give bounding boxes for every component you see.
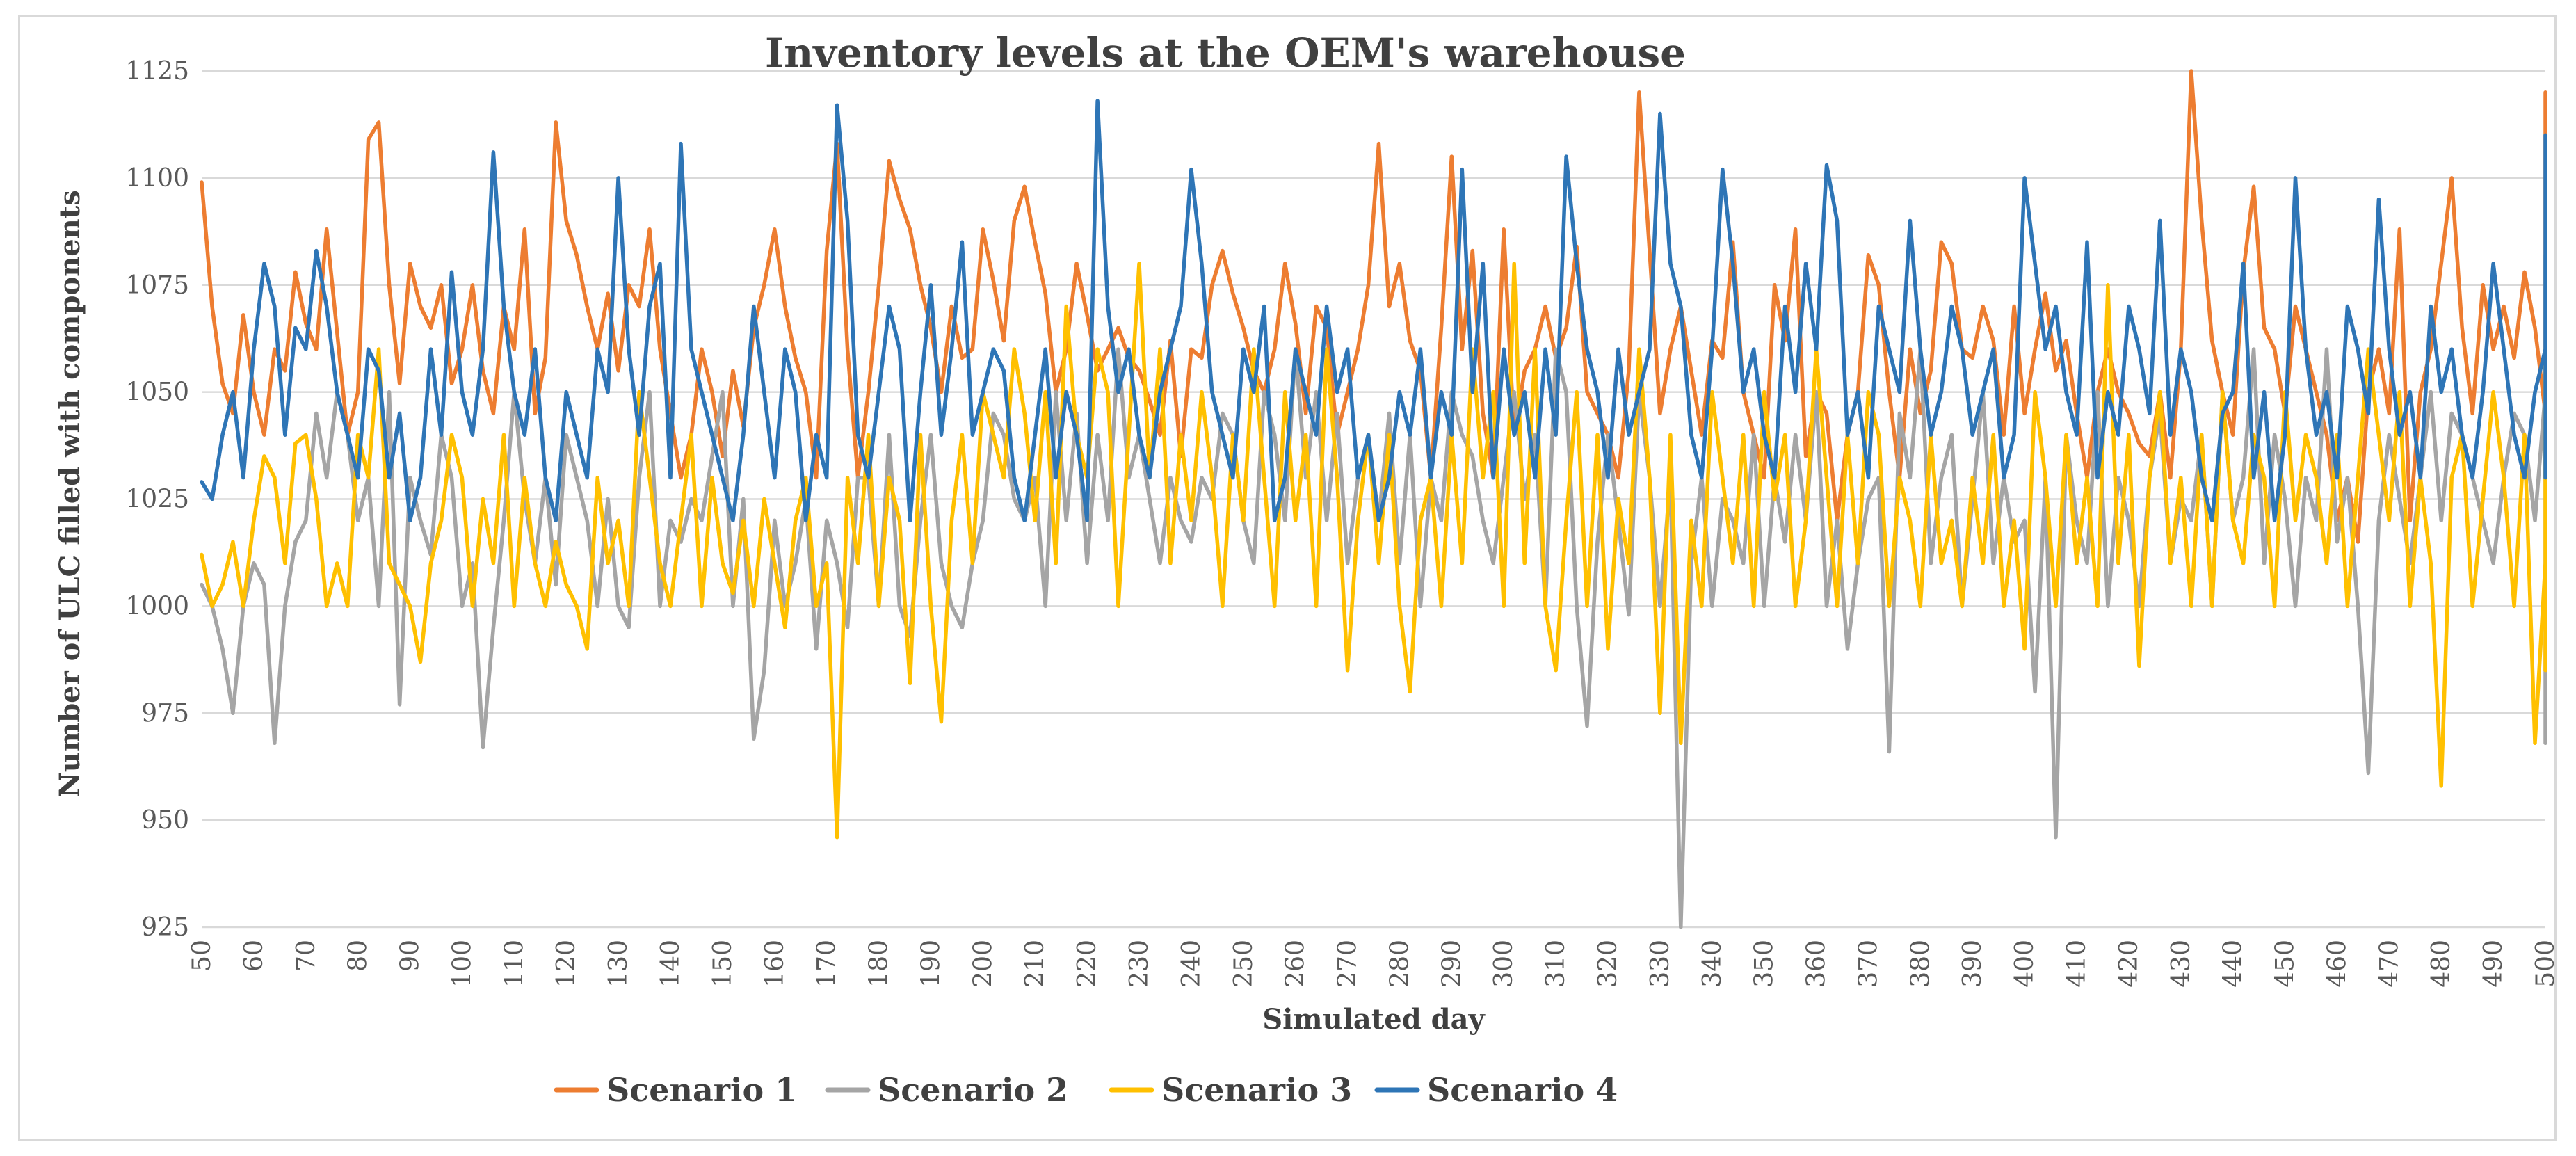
legend-label: Scenario 4 [1427, 1071, 1618, 1109]
x-tick-label: 50 [188, 940, 216, 972]
x-tick-label: 270 [1334, 940, 1362, 988]
x-tick-label: 60 [240, 940, 268, 972]
x-tick-label: 440 [2219, 940, 2248, 988]
x-tick-label: 160 [761, 940, 789, 988]
x-tick-label: 130 [604, 940, 633, 988]
y-tick-label: 975 [141, 699, 189, 728]
series-line-scenario-2 [200, 252, 2547, 929]
x-tick-label: 390 [1958, 940, 1987, 988]
x-tick-label: 220 [1073, 940, 1102, 988]
y-tick-label: 1000 [125, 592, 189, 620]
x-tick-label: 420 [2115, 940, 2143, 988]
x-tick-label: 280 [1385, 940, 1414, 988]
x-tick-label: 490 [2479, 940, 2508, 988]
x-tick-label: 120 [552, 940, 581, 988]
x-tick-label: 250 [1230, 940, 1258, 988]
x-tick-label: 450 [2271, 940, 2300, 988]
legend: Scenario 1 Scenario 2 Scenario 3 Scenario 4 [554, 1071, 1618, 1109]
chart-title: Inventory levels at the OEM's warehouse [765, 29, 1686, 77]
legend-label: Scenario 2 [878, 1071, 1068, 1109]
x-tick-label: 230 [1125, 940, 1154, 988]
x-tick-label: 350 [1750, 940, 1779, 988]
x-tick-label: 430 [2167, 940, 2196, 988]
series-line-scenario-4 [200, 99, 2547, 523]
x-tick-label: 110 [500, 940, 529, 988]
x-tick-label: 500 [2531, 940, 2560, 988]
x-tick-label: 370 [1854, 940, 1883, 988]
y-tick-label: 950 [141, 806, 189, 835]
x-tick-label: 460 [2323, 940, 2351, 988]
x-tick-label: 260 [1282, 940, 1310, 988]
x-tick-label: 190 [917, 940, 945, 988]
x-tick-label: 180 [865, 940, 894, 988]
x-tick-label: 100 [448, 940, 476, 988]
x-tick-label: 410 [2063, 940, 2091, 988]
x-tick-label: 470 [2375, 940, 2404, 988]
x-tick-label: 80 [344, 940, 373, 972]
x-tick-label: 330 [1646, 940, 1675, 988]
legend-label: Scenario 1 [606, 1071, 797, 1109]
x-tick-label: 140 [657, 940, 685, 988]
legend-label: Scenario 3 [1161, 1071, 1352, 1109]
y-tick-label: 925 [141, 913, 189, 942]
x-tick-label: 70 [292, 940, 321, 972]
x-tick-label: 150 [709, 940, 737, 988]
x-tick-label: 310 [1542, 940, 1570, 988]
x-tick-label: 480 [2427, 940, 2456, 988]
x-tick-label: 170 [813, 940, 842, 988]
x-tick-label: 200 [969, 940, 997, 988]
y-axis-title: Number of ULC filled with components [54, 190, 86, 798]
x-tick-label: 320 [1594, 940, 1623, 988]
y-tick-label: 1050 [125, 378, 189, 407]
x-tick-label: 340 [1698, 940, 1727, 988]
x-tick-label: 300 [1490, 940, 1518, 988]
y-tick-label: 1075 [125, 271, 189, 300]
y-tick-label: 1100 [125, 164, 189, 193]
series-lines [200, 69, 2547, 929]
x-tick-label: 290 [1438, 940, 1466, 988]
x-tick-label: 90 [396, 940, 425, 972]
series-line-scenario-1 [200, 69, 2547, 544]
x-axis-title: Simulated day [1262, 1003, 1486, 1036]
series-line-scenario-3 [200, 262, 2547, 840]
x-axis-ticks: 50 60 70 80 90 100 110 120 130 140 150 160 170 180 190… [188, 940, 2560, 988]
y-axis-ticks: 925 950 975 1000 1025 1050 1075 1100 1125 [125, 57, 189, 942]
x-tick-label: 240 [1177, 940, 1206, 988]
x-tick-label: 400 [2011, 940, 2039, 988]
y-tick-label: 1025 [125, 485, 189, 514]
y-tick-label: 1125 [125, 57, 189, 86]
x-tick-label: 360 [1803, 940, 1831, 988]
x-tick-label: 210 [1021, 940, 1049, 988]
x-tick-label: 380 [1906, 940, 1935, 988]
